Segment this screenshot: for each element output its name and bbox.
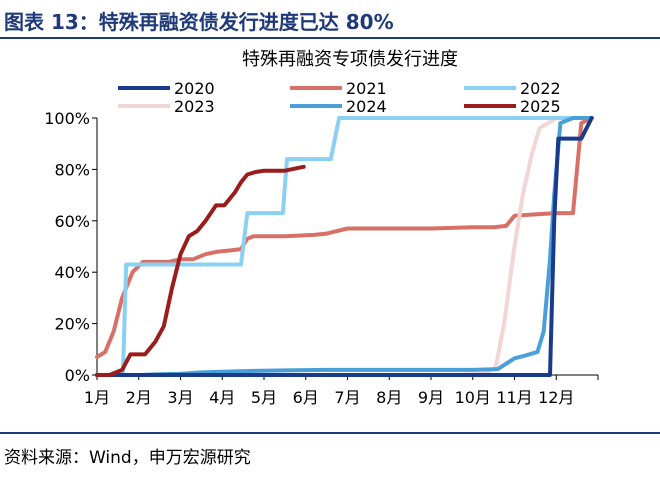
y-tick-label: 40% (54, 263, 90, 282)
x-tick-label: 3月 (167, 388, 193, 407)
x-tick-label: 12月 (538, 388, 574, 407)
source-note: 资料来源：Wind，申万宏源研究 (4, 448, 251, 468)
y-tick-label: 100% (44, 109, 90, 128)
x-tick-label: 8月 (376, 388, 402, 407)
legend-label-2025: 2025 (520, 97, 561, 116)
series-line-2021 (95, 116, 594, 359)
x-tick-label: 5月 (251, 388, 277, 407)
x-tick-label: 4月 (209, 388, 235, 407)
series-line-2020 (95, 116, 594, 377)
y-axis: 0% 20% 40% 60% 80% 100% (44, 109, 98, 385)
legend-label-2023: 2023 (174, 97, 215, 116)
chart: 特殊再融资专项债发行进度 2020 2021 2022 2023 2024 2025 0%… (44, 49, 599, 407)
x-tick-label: 11月 (496, 388, 532, 407)
y-tick-label: 80% (54, 160, 90, 179)
source-rule (0, 432, 660, 434)
x-tick-label: 1月 (84, 388, 110, 407)
x-tick-label: 10月 (455, 388, 491, 407)
series-line-2023 (95, 116, 594, 377)
legend-label-2021: 2021 (346, 79, 387, 98)
chart-title: 特殊再融资专项债发行进度 (242, 49, 458, 70)
legend-label-2020: 2020 (174, 79, 215, 98)
legend-label-2022: 2022 (520, 79, 561, 98)
figure-title: 图表 13：特殊再融资债发行进度已达 80% (4, 10, 394, 34)
x-tick-label: 6月 (293, 388, 319, 407)
plot-area (95, 116, 594, 377)
legend: 2020 2021 2022 2023 2024 2025 (118, 79, 561, 116)
series-line-2024 (95, 116, 594, 377)
legend-label-2024: 2024 (346, 97, 387, 116)
y-tick-label: 20% (54, 315, 90, 334)
x-tick-label: 9月 (418, 388, 444, 407)
series-line-2025 (95, 164, 306, 377)
y-tick-label: 60% (54, 212, 90, 231)
x-tick-label: 2月 (126, 388, 152, 407)
title-rule (0, 37, 660, 39)
y-tick-label: 0% (65, 366, 90, 385)
x-tick-label: 7月 (334, 388, 360, 407)
series-line-2022 (95, 116, 594, 377)
x-axis: 1月 2月 3月 4月 5月 6月 7月 8月 9月 10月 11月 12月 (84, 374, 599, 407)
